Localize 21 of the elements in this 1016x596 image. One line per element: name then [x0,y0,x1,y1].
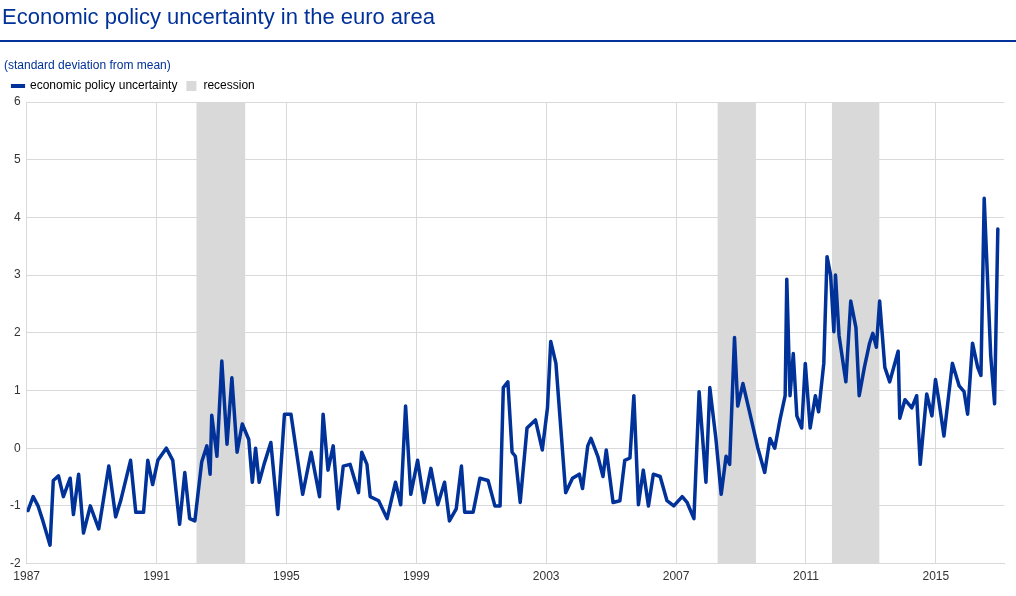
x-tick-label: 1999 [402,569,430,584]
y-tick-label: 1 [13,382,21,397]
y-tick-label: 3 [13,267,21,282]
y-tick-label: 4 [13,209,21,224]
legend-label: economic policy uncertainty [30,78,178,93]
chart-subtitle: (standard deviation from mean) [3,57,172,72]
legend-label: recession [203,78,255,93]
y-tick-label: 0 [13,440,21,455]
y-tick-label: 6 [13,94,21,109]
y-tick-label: -2 [10,555,21,570]
x-tick-label: 1995 [273,569,301,584]
y-tick-label: -1 [10,498,21,513]
y-tick-label: 5 [13,152,21,167]
x-tick-label: 2003 [532,569,560,584]
x-tick-label: 1987 [13,569,41,584]
y-tick-label: 2 [13,325,21,340]
chart-title: Economic policy uncertainty in the euro area [0,0,1016,42]
x-tick-label: 2015 [922,569,950,584]
x-tick-label: 1991 [143,569,171,584]
x-tick-label: 2007 [662,569,690,584]
x-tick-label: 2011 [793,569,820,584]
